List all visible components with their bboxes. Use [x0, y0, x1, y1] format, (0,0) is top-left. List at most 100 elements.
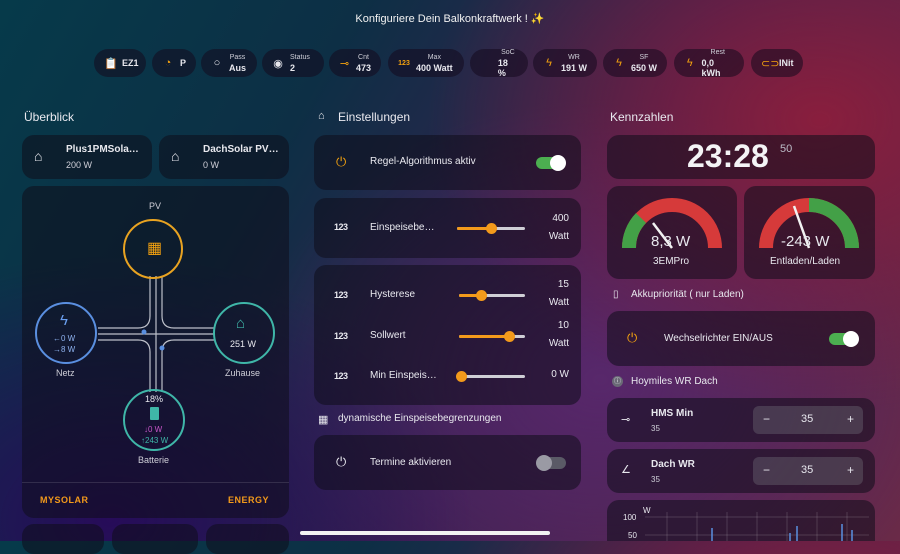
chip-icon: ◉ [273, 57, 283, 70]
chip-icon: ⊂⊃ [761, 57, 780, 70]
hoymiles-heading: Hoymiles WR Dach [631, 376, 718, 387]
chip-value: Aus [229, 63, 247, 73]
hms-sub: 35 [651, 424, 660, 433]
status-chip[interactable]: ⊂⊃ INit [751, 49, 803, 77]
power-chart-card[interactable]: W 100 50 [607, 500, 875, 541]
home-indicator [300, 531, 550, 535]
regel-card[interactable]: ⏻ Regel-Algorithmus aktiv [314, 135, 581, 190]
device-card-dachsolar[interactable]: ⌂ DachSolar PV… 0 W [159, 135, 289, 179]
min-einspeise-value: 0 W [551, 369, 569, 380]
akku-heading: Akkupriorität ( nur Laden) [631, 289, 744, 300]
grid-table-icon: ▦ [318, 414, 329, 426]
decrement-button[interactable]: − [763, 412, 771, 426]
increment-button[interactable]: + [847, 463, 855, 477]
chip-value: 191 W [561, 63, 588, 73]
battery-in: ↓0 W [144, 425, 163, 434]
hms-label: HMS Min [651, 408, 694, 419]
power-icon: ⏻ [627, 330, 638, 345]
status-chip[interactable]: 123 Max 400 Watt [388, 49, 464, 77]
wr-toggle[interactable] [829, 331, 859, 347]
mysolar-link[interactable]: MYSOLAR [40, 495, 89, 505]
sollwert-slider[interactable] [459, 331, 525, 342]
regel-toggle[interactable] [536, 155, 566, 171]
energy-flow-card[interactable]: PV ▦ ϟ ←0 W →8 W Netz ⌂ 251 W Zuhause 18… [22, 186, 289, 518]
termine-card[interactable]: ⏻ Termine aktivieren [314, 435, 581, 490]
chip-label: Pass [229, 54, 246, 61]
einspeise-label: Einspeisebe… [370, 222, 435, 233]
battery-soc: 18% [145, 394, 164, 404]
device-value: 200 W [66, 160, 93, 170]
number-icon: 123 [334, 222, 348, 232]
chip-label: SoC [501, 49, 515, 56]
chip-label: WR [568, 54, 580, 61]
status-chip[interactable]: 📋 EZ1 [94, 49, 146, 77]
energy-link[interactable]: ENERGY [228, 495, 270, 505]
chip-value: INit [779, 58, 794, 68]
battery-label: Batterie [138, 455, 170, 465]
battery-icon [150, 407, 159, 420]
einspeise-slider[interactable] [457, 223, 525, 234]
gauge2-label: Entladen/Laden [770, 256, 841, 267]
chip-label: SF [639, 54, 649, 61]
energy-flow-lines [98, 276, 214, 392]
clock-time: 23:28 [687, 138, 769, 174]
regel-params-card[interactable]: 123 Hysterese 15 Watt 123 Sollwert 10 Wa… [314, 265, 581, 405]
bottom-card-3[interactable] [206, 524, 289, 554]
number-icon: 123 [334, 290, 348, 300]
chart-tick-100: 100 [623, 513, 637, 522]
grid-bolt-icon: ϟ [60, 312, 68, 329]
battery-node[interactable]: 18% ↓0 W ↑243 W [123, 389, 185, 451]
home-label: Zuhause [225, 368, 261, 378]
status-chip[interactable]: ϟ Rest 0,0 kWh [674, 49, 744, 78]
chip-label: Cnt [358, 54, 369, 61]
gauge-entladen[interactable]: -243 W Entladen/Laden [744, 186, 875, 279]
hysterese-slider[interactable] [459, 290, 525, 301]
kennzahlen-heading: Kennzahlen [610, 110, 674, 124]
power-icon: ⏻ [336, 154, 347, 169]
battery-out: ↑243 W [141, 436, 169, 445]
chip-value: 400 Watt [416, 63, 453, 73]
netz-node[interactable]: ϟ ←0 W →8 W [35, 302, 97, 364]
hms-stepper[interactable]: − 35 + [753, 406, 863, 434]
status-chip[interactable]: ϟ WR 191 W [533, 49, 597, 77]
bottom-card-1[interactable] [22, 524, 104, 554]
status-chip[interactable]: ϟ SF 650 W [603, 49, 667, 77]
dach-stepper[interactable]: − 35 + [753, 457, 863, 485]
hms-min-card[interactable]: ⊸ HMS Min 35 − 35 + [607, 398, 875, 442]
wr-card[interactable]: ⏻ Wechselrichter EIN/AUS [607, 311, 875, 366]
regel-label: Regel-Algorithmus aktiv [370, 156, 476, 167]
status-chip[interactable]: ◔ P [152, 49, 196, 77]
hysterese-unit: Watt [548, 297, 569, 308]
dyn-heading: dynamische Einspeisebegrenzungen [338, 413, 502, 424]
decrement-button[interactable]: − [763, 463, 771, 477]
dach-wr-card[interactable]: ∠ Dach WR 35 − 35 + [607, 449, 875, 493]
wr-label: Wechselrichter EIN/AUS [664, 333, 773, 344]
device-name: Plus1PMSola… [66, 144, 139, 155]
increment-button[interactable]: + [847, 412, 855, 426]
netz-label: Netz [56, 368, 75, 378]
pv-node[interactable]: ▦ [123, 219, 183, 279]
overview-heading: Überblick [24, 110, 75, 124]
status-chip[interactable]: SoC 18 % [470, 49, 528, 78]
status-chip[interactable]: ◉ Status 2 [262, 49, 324, 77]
page-title: Konfiguriere Dein Balkonkraftwerk ! ✨ [355, 13, 545, 25]
chip-icon: ϟ [686, 57, 693, 69]
gauge-3empro-arc [621, 198, 722, 249]
termine-toggle[interactable] [536, 455, 566, 471]
status-chip[interactable]: ○ Pass Aus [201, 49, 257, 77]
status-chip[interactable]: ⊸ Cnt 473 [329, 49, 381, 77]
home-value: 251 W [230, 339, 257, 349]
gauge-entladen-arc [759, 198, 859, 249]
device-card-plus1pm[interactable]: ⌂ Plus1PMSola… 200 W [22, 135, 152, 179]
min-einspeise-slider[interactable] [456, 371, 525, 382]
chip-value: 2 [290, 63, 296, 73]
house-export-icon: ⌂ [171, 148, 180, 164]
netz-out: →8 W [53, 345, 76, 354]
chip-value: 0,0 kWh [701, 58, 721, 78]
einspeise-card[interactable]: 123 Einspeisebe… 400 Watt [314, 198, 581, 258]
gauge-3empro[interactable]: 8,3 W 3EMPro [607, 186, 737, 279]
chip-icon: ϟ [616, 57, 622, 69]
chip-icon: ⊸ [339, 57, 350, 70]
bottom-card-2[interactable] [112, 524, 198, 554]
home-node[interactable]: ⌂ 251 W [213, 302, 275, 364]
